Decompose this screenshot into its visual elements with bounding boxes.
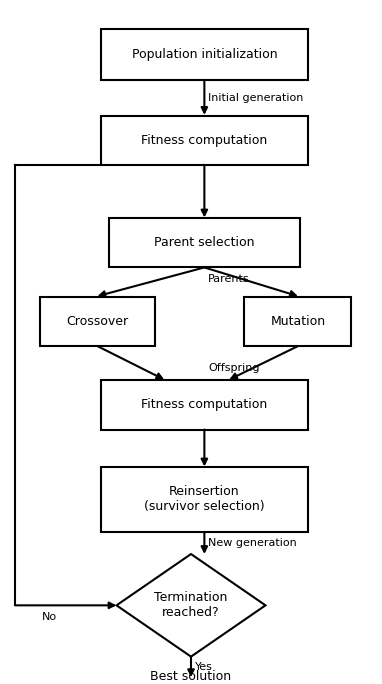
FancyBboxPatch shape	[101, 380, 308, 430]
Text: Population initialization: Population initialization	[131, 48, 277, 62]
Text: No: No	[42, 612, 57, 622]
Text: Crossover: Crossover	[66, 315, 128, 328]
Text: Parents: Parents	[208, 274, 250, 284]
Text: Fitness computation: Fitness computation	[141, 133, 267, 147]
Text: Best solution: Best solution	[151, 670, 231, 683]
Text: Initial generation: Initial generation	[208, 93, 304, 103]
FancyBboxPatch shape	[101, 466, 308, 532]
FancyBboxPatch shape	[244, 297, 351, 346]
FancyBboxPatch shape	[101, 29, 308, 81]
Text: Reinsertion
(survivor selection): Reinsertion (survivor selection)	[144, 486, 265, 513]
Text: Offspring: Offspring	[208, 363, 260, 373]
Text: Yes: Yes	[195, 662, 213, 672]
Text: Fitness computation: Fitness computation	[141, 398, 267, 412]
FancyBboxPatch shape	[40, 297, 155, 346]
FancyBboxPatch shape	[101, 116, 308, 165]
Text: New generation: New generation	[208, 538, 297, 548]
Polygon shape	[117, 554, 265, 657]
Text: Mutation: Mutation	[270, 315, 325, 328]
FancyBboxPatch shape	[109, 218, 300, 267]
Text: Termination
reached?: Termination reached?	[154, 592, 228, 619]
Text: Parent selection: Parent selection	[154, 236, 255, 250]
